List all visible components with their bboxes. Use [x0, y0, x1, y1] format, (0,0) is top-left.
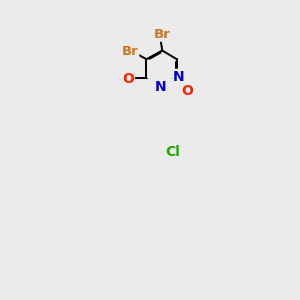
Text: Cl: Cl [165, 145, 180, 159]
Text: N: N [155, 80, 167, 94]
Text: Br: Br [122, 45, 138, 58]
Text: O: O [181, 84, 193, 98]
Text: N: N [173, 70, 185, 84]
Text: Br: Br [153, 28, 170, 41]
Text: O: O [122, 72, 134, 86]
